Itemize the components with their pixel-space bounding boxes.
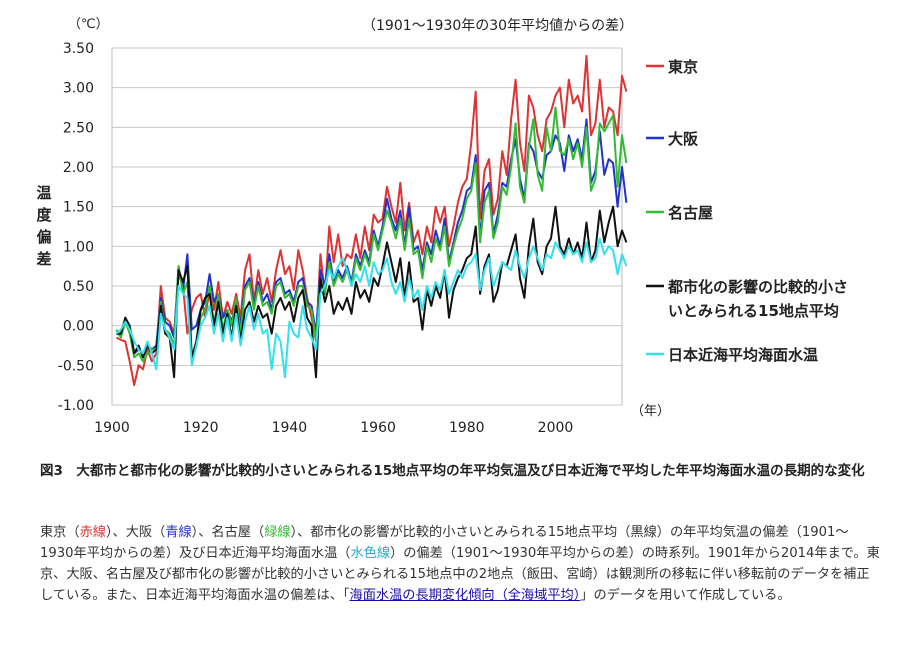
legend-label: 都市化の影響の比較的小さいとみられる15地点平均 <box>667 278 848 320</box>
sst-trend-link[interactable]: 海面水温の長期変化傾向（全海域平均） <box>349 588 581 603</box>
legend-label: 大阪 <box>668 130 699 148</box>
gridlines <box>111 47 623 406</box>
desc-text: ）の偏差（1901～1930年平均からの差）の時系列。1901年から2014年ま… <box>40 546 880 603</box>
y-tick-labels: 3.50 3.00 2.50 2.00 1.50 1.00 0.50 0.00 -0.50 -1.… <box>58 41 94 414</box>
figure-description: 東京（赤線）、大阪（青線）、名古屋（緑線）、都市化の影響が比較的小さいとみられる… <box>40 522 880 606</box>
x-tick-label: 1920 <box>183 420 219 436</box>
desc-cyan-line: 水色線 <box>350 546 391 561</box>
y-axis-title: 温度偏差 <box>36 184 52 268</box>
desc-text: 東京（ <box>40 525 80 540</box>
x-tick-label: 1940 <box>272 420 308 436</box>
chart-title: （1901～1930年の30年平均値からの差） <box>362 18 633 34</box>
x-unit-label: （年） <box>631 404 670 419</box>
series-line-3 <box>116 205 628 379</box>
desc-text: 」のデータを用いて作成している。 <box>580 588 791 603</box>
temperature-anomaly-chart: （1901～1930年の30年平均値からの差） （℃） （年） 温度偏差 3.5… <box>36 17 848 436</box>
y-tick-label: 3.50 <box>63 41 94 57</box>
series-line-2 <box>115 106 628 363</box>
y-tick-label: -0.50 <box>58 358 94 374</box>
y-tick-label: -1.00 <box>58 398 94 414</box>
x-tick-label: 1960 <box>360 420 396 436</box>
x-tick-label: 1900 <box>94 420 130 436</box>
legend-label: 名古屋 <box>668 204 713 222</box>
desc-blue-line: 青線 <box>165 525 192 540</box>
series-lines <box>115 54 628 387</box>
desc-text: ）、名古屋（ <box>191 525 265 540</box>
figure-caption: 図3 大都市と都市化の影響が比較的小さいとみられる15地点平均の年平均気温及び日… <box>40 463 865 479</box>
y-axis-title-text: 温度偏差 <box>36 184 52 268</box>
x-tick-label: 2000 <box>538 420 574 436</box>
y-tick-label: 1.50 <box>63 200 94 216</box>
desc-text: ）、都市化の影響が比較的小さいとみられる15地点平均（黒線）の年平均気温の偏差（… <box>40 525 849 561</box>
desc-text: ）、大阪（ <box>105 525 166 540</box>
x-tick-labels: 1900 1920 1940 1960 1980 2000 <box>94 420 573 436</box>
y-tick-label: 0.00 <box>63 319 94 335</box>
series-line-4 <box>115 237 628 379</box>
legend-label: 日本近海平均海面水温 <box>668 346 818 364</box>
x-tick-label: 1980 <box>449 420 485 436</box>
desc-green-line: 緑線 <box>264 525 291 540</box>
y-tick-label: 3.00 <box>63 81 94 97</box>
y-unit-label: （℃） <box>68 17 109 32</box>
legend: 東京大阪名古屋都市化の影響の比較的小さいとみられる15地点平均日本近海平均海面水… <box>646 58 848 364</box>
series-line-0 <box>115 54 628 387</box>
desc-red-line: 赤線 <box>79 525 106 540</box>
y-tick-label: 2.50 <box>63 120 94 136</box>
y-tick-label: 1.00 <box>63 239 94 255</box>
y-tick-label: 2.00 <box>63 160 94 176</box>
y-tick-label: 0.50 <box>63 279 94 295</box>
legend-label: 東京 <box>668 58 698 76</box>
